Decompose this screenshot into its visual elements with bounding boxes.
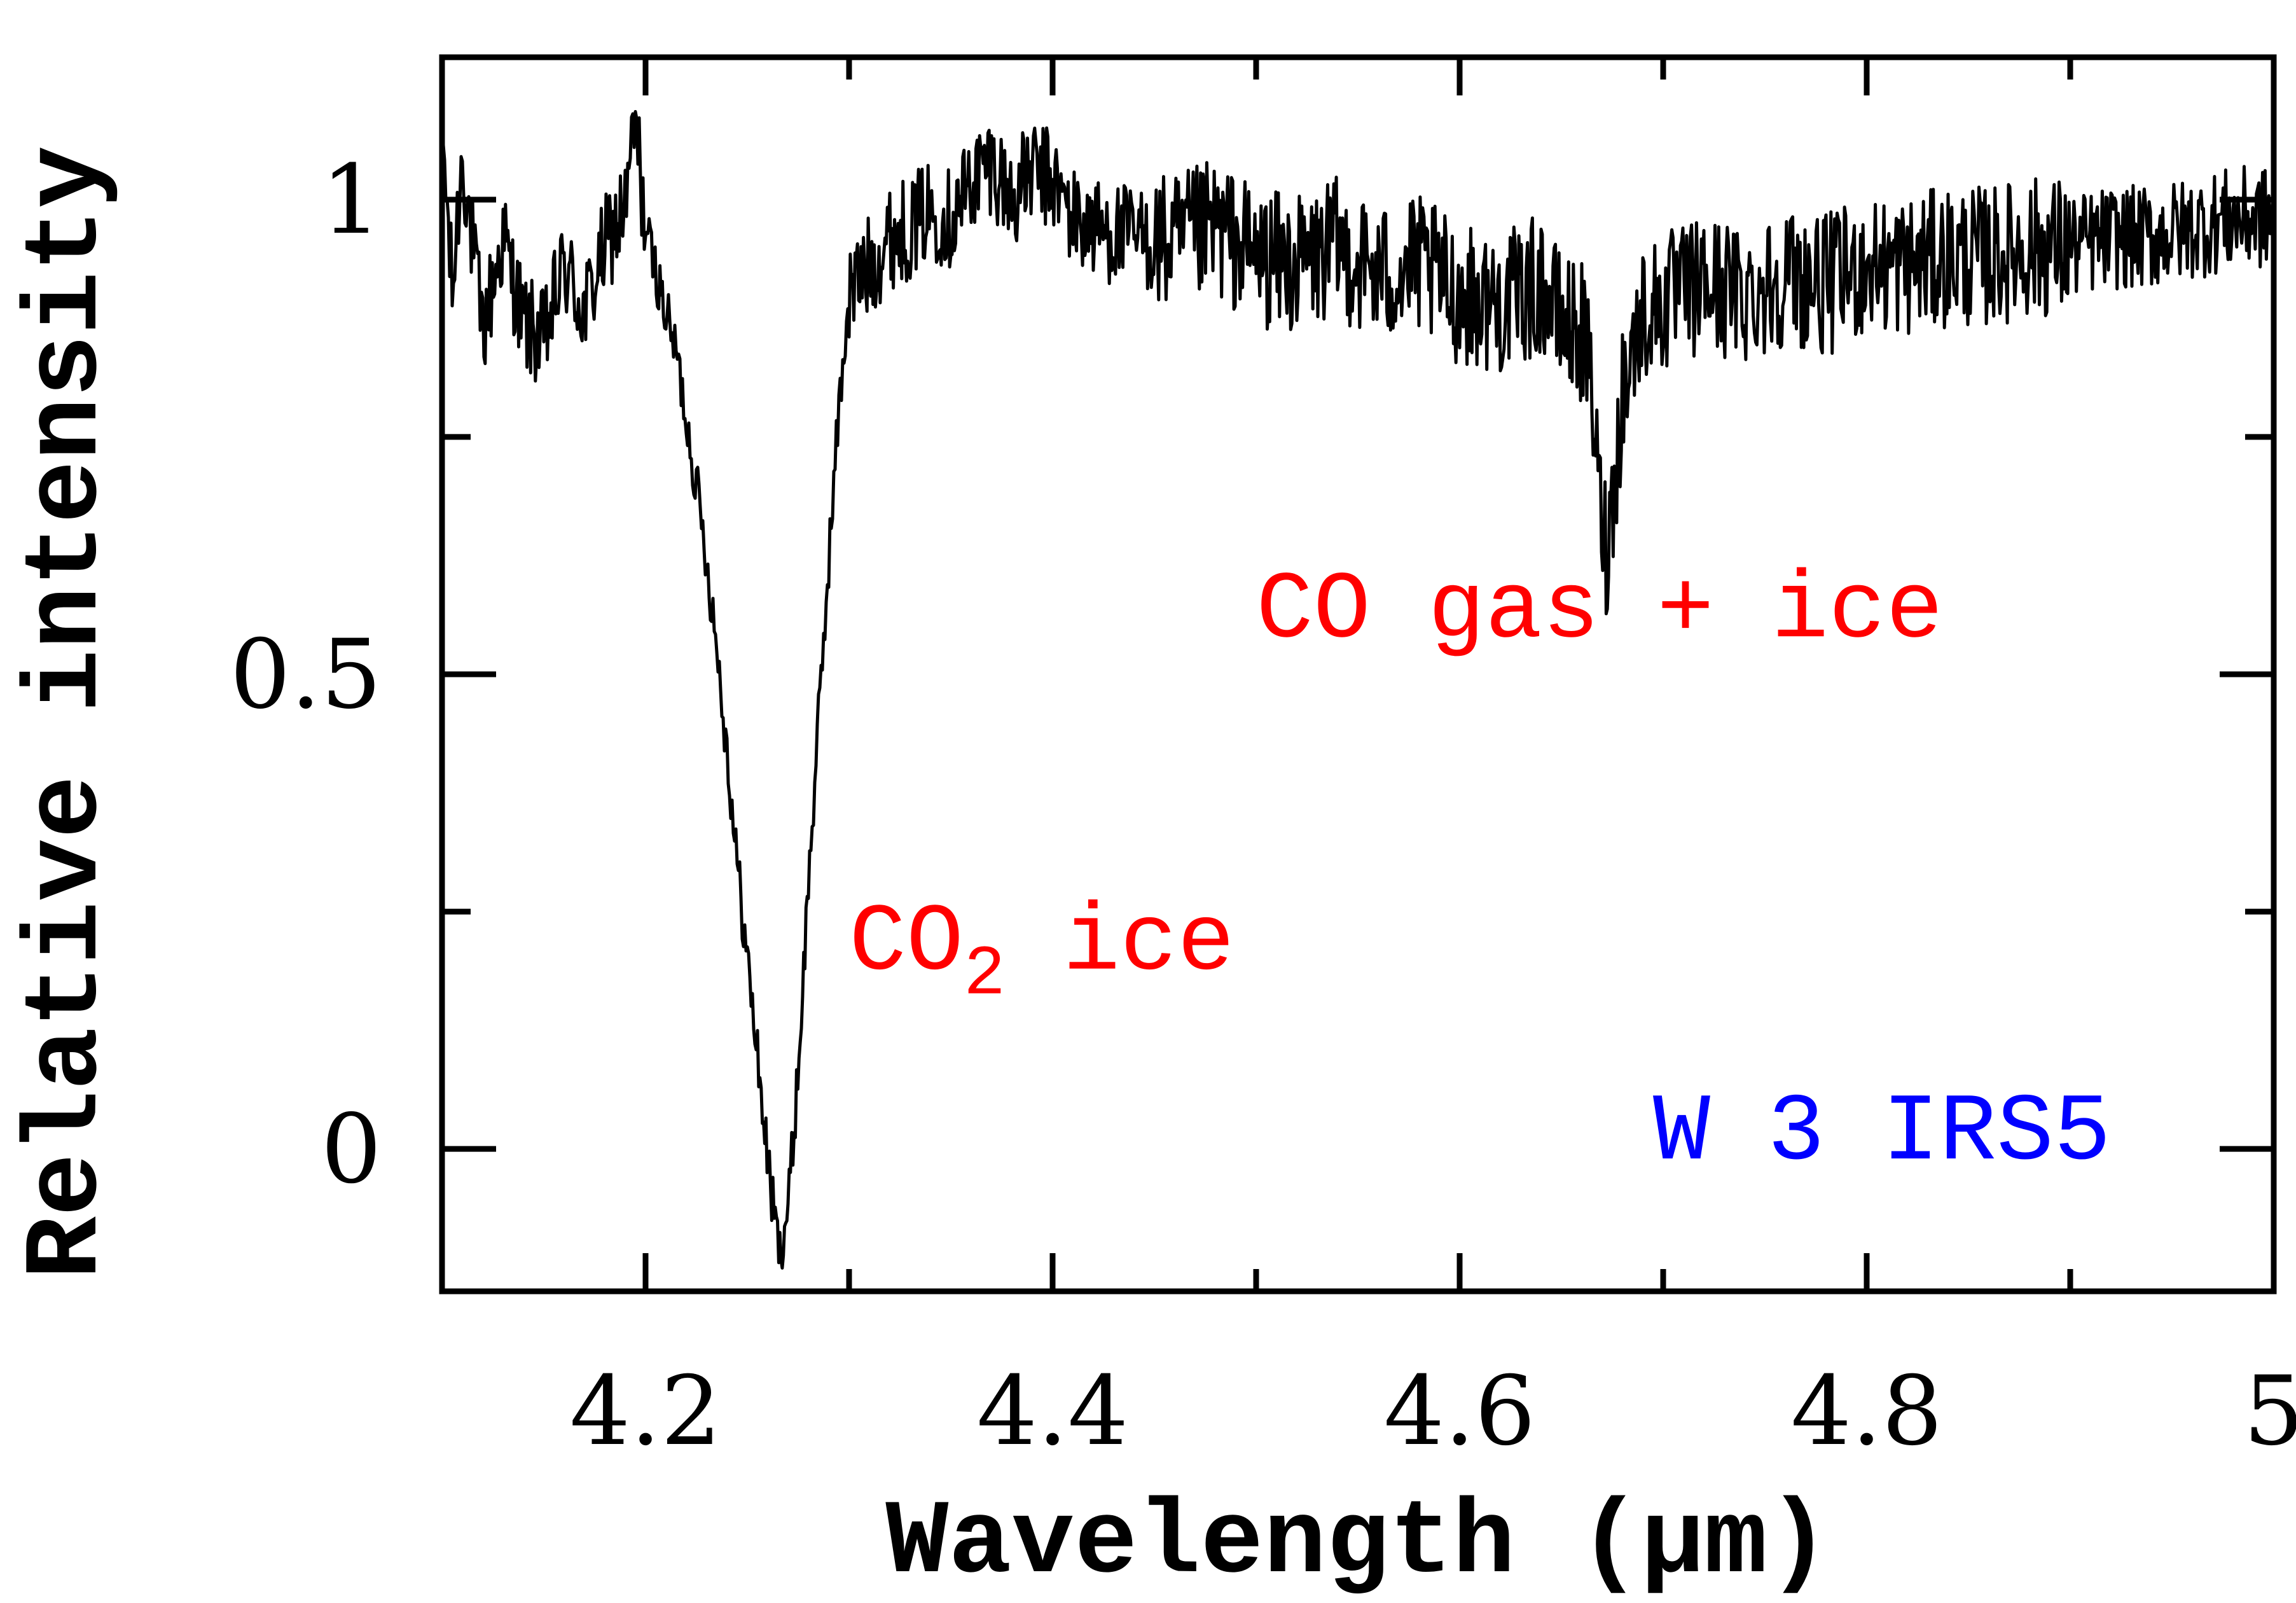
annotation-2: W 3 IRS5: [1653, 1079, 2111, 1188]
plot-area: [442, 77, 2274, 1270]
y-tick-label: 0: [321, 1094, 382, 1205]
spectrum-line-0: [442, 77, 2274, 1270]
annotation-part: CO gas + ice: [1256, 557, 1943, 665]
annotation-part: ice: [1006, 890, 1234, 998]
x-tick-label: 4.8: [1791, 1356, 1943, 1467]
annotation-part: CO: [849, 890, 964, 998]
annotation-1: CO gas + ice: [1256, 557, 1943, 665]
annotations: CO2 ice CO gas + ice W 3 IRS5: [849, 557, 2111, 1188]
y-tick-label: 0.5: [230, 620, 382, 730]
annotation-part: 2: [964, 935, 1006, 1015]
y-axis: 00.51: [230, 145, 2274, 1205]
x-tick-label: 4.6: [1384, 1356, 1536, 1467]
y-axis-title: Relative intensity: [8, 146, 127, 1279]
x-tick-label: 4.2: [570, 1356, 722, 1467]
x-tick-label: 4.4: [977, 1356, 1129, 1467]
x-axis-title: Wavelength (μm): [885, 1484, 1830, 1603]
annotation-0: CO2 ice: [849, 890, 1234, 1015]
y-tick-label: 1: [321, 145, 382, 256]
x-axis: 4.2 4.4 4.6 4.8 5: [570, 57, 2296, 1467]
annotation-part: W 3 IRS5: [1653, 1079, 2111, 1188]
x-tick-label: 5: [2243, 1356, 2296, 1467]
